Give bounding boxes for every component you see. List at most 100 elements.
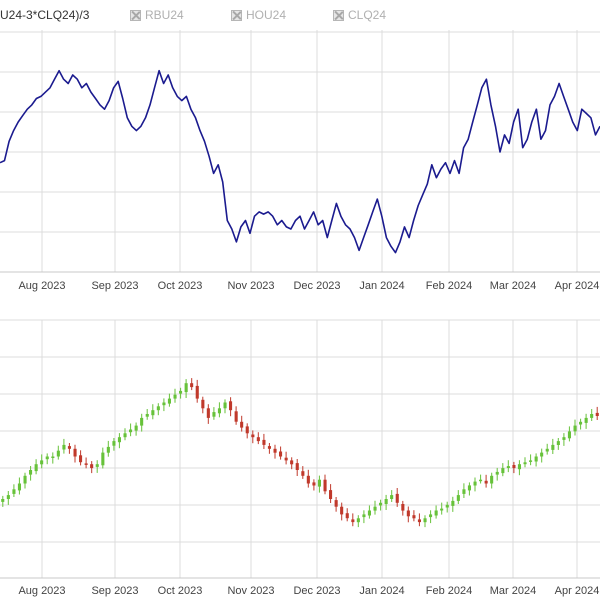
candle-body [290,460,294,465]
candle-body [223,402,227,409]
candle-body [17,483,21,491]
candle-body [195,385,199,399]
line-chart-panel: Aug 2023 Sep 2023 Oct 2023 Nov 2023 Dec 2023… [0,30,600,292]
candle-body [556,441,560,445]
x-tick-label: Apr 2024 [555,280,600,292]
legend-item-rbu24[interactable]: RBU24 [130,8,184,22]
candle-body [240,421,244,428]
candle-body [123,433,127,438]
candle-body [417,519,421,523]
candle-body [395,493,399,503]
candle-body [212,412,216,417]
candle-body [351,519,355,523]
x-tick-label: Dec 2023 [293,280,340,292]
candle-body [167,398,171,404]
candle-body [73,448,77,457]
candle-body [401,504,405,511]
candle-body [390,495,394,499]
candle-body [456,495,460,501]
candle-body [595,412,599,416]
candle-body [440,508,444,511]
candle-body [67,446,71,449]
candle-body [217,408,221,414]
candle-body [323,479,327,492]
candle-body [229,401,233,411]
candle-body [173,394,177,399]
candle-body [234,411,238,422]
candle-body [62,444,66,450]
candle-body [190,383,194,388]
candle-body [117,437,121,443]
candle-body [156,406,160,411]
candle-body [473,481,477,486]
candle-body [312,482,316,486]
candle-body [445,504,449,508]
candle-body [462,489,466,494]
candle-body [501,468,505,474]
x-tick-label: Oct 2023 [158,585,203,597]
legend-series-text: U24-3*CLQ24)/3 [0,8,90,22]
candle-body [545,448,549,452]
candle-body [184,383,188,393]
legend-item-clq24[interactable]: CLQ24 [333,8,386,22]
candle-body [45,456,49,460]
x-tick-label: Mar 2024 [490,280,536,292]
candle-body [584,417,588,423]
candle-body [101,452,105,466]
candle-body [373,506,377,511]
x-tick-label: Sep 2023 [91,280,138,292]
candle-body [134,425,138,431]
candle-body [573,425,577,432]
legend-item-hou24[interactable]: HOU24 [231,8,286,22]
x-tick-label: Jan 2024 [359,585,404,597]
x-tick-label: Feb 2024 [426,585,472,597]
candle-body [506,466,510,468]
candle-body [517,464,521,470]
candle-body [106,446,110,453]
candle-body [329,490,333,499]
candle-body [206,408,210,418]
x-tick-label: Oct 2023 [158,280,203,292]
candle-body [40,460,44,465]
candle-body [251,434,255,438]
x-tick-label: Nov 2023 [227,585,274,597]
candle-body [529,460,533,462]
candle-body [451,500,455,506]
candle-body [340,506,344,515]
legend-item-label: RBU24 [145,8,184,22]
x-tick-label: Apr 2024 [555,585,600,597]
x-tick-label: Nov 2023 [227,280,274,292]
candle-body [590,414,594,418]
x-tick-label: Sep 2023 [91,585,138,597]
candle-body [56,450,60,457]
candle-body [434,510,438,516]
legend-series-label[interactable]: U24-3*CLQ24)/3 [0,8,89,22]
candle-body [151,410,155,416]
candle-body [112,441,116,446]
candle-body [262,439,266,445]
line-series [0,69,600,254]
candle-body [317,479,321,487]
candle-body [540,452,544,457]
candle-body [1,499,5,502]
checkbox-unchecked-icon[interactable] [130,9,141,21]
x-tick-label: Aug 2023 [18,280,65,292]
x-tick-label: Feb 2024 [426,280,472,292]
candle-body [79,455,83,463]
candle-body [84,463,88,465]
candle-body [245,426,249,434]
candle-body [567,431,571,439]
x-tick-label: Mar 2024 [490,585,536,597]
checkbox-unchecked-icon[interactable] [231,9,242,21]
candle-body [34,464,38,472]
candle-body [479,479,483,482]
candle-body [179,390,183,394]
candle-body [512,465,516,469]
candle-body [145,414,149,417]
candle-body [551,444,555,450]
checkbox-unchecked-icon[interactable] [333,9,344,21]
candle-body [51,456,55,458]
candle-body [423,518,427,523]
